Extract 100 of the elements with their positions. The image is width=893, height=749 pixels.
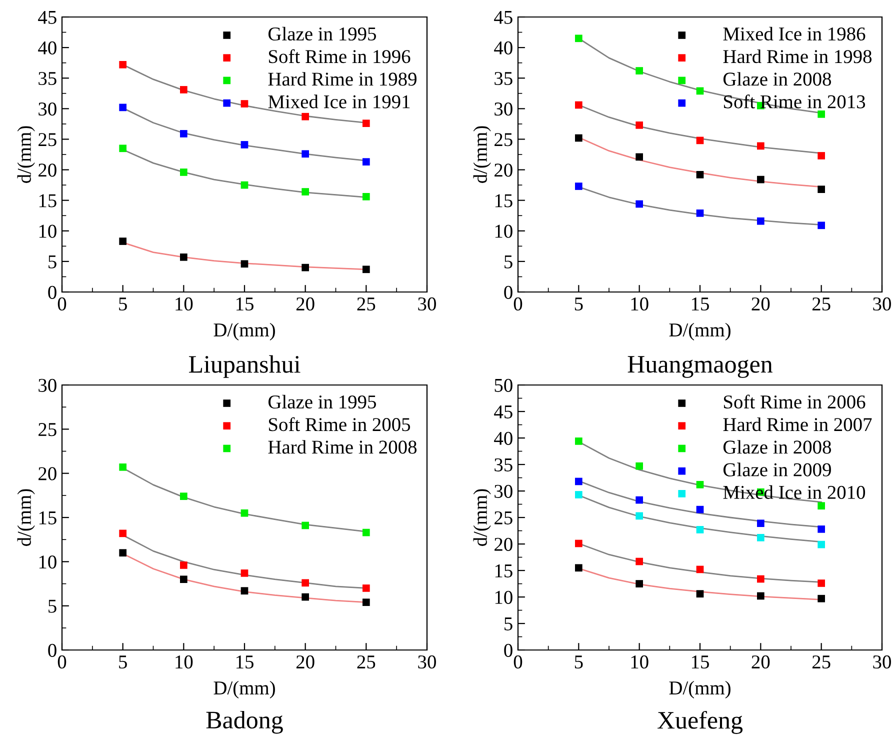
x-tick-label: 10: [631, 297, 648, 311]
x-tick-label: 0: [514, 297, 522, 311]
y-tick-label: 15: [495, 194, 512, 208]
legend-label: Glaze in 2009: [723, 462, 831, 476]
y-tick-label: 25: [494, 511, 512, 524]
legend-label: Soft Rime in 2006: [724, 394, 866, 409]
x-tick-label: 5: [119, 656, 127, 669]
point: [636, 200, 644, 208]
point: [756, 217, 764, 225]
legend-label: Glaze in 1995: [268, 26, 376, 41]
y-tick-label: 5: [504, 255, 512, 268]
point: [362, 120, 370, 128]
x-tick-label: 10: [176, 297, 193, 311]
x-tick-label: 0: [58, 297, 66, 311]
x-tick-label: 30: [873, 655, 891, 669]
point: [636, 67, 644, 74]
point: [818, 152, 826, 160]
point: [818, 594, 826, 602]
y-tick-label: 0: [504, 286, 512, 299]
legend-label: Mixed Ice in 1991: [268, 94, 410, 108]
x-axis-title: D/(mm): [669, 680, 730, 698]
point: [362, 598, 370, 606]
point: [362, 266, 370, 274]
point: [240, 141, 248, 148]
y-tick-label: 5: [504, 618, 512, 630]
point: [302, 150, 310, 158]
x-axis-title: D/(mm): [214, 680, 275, 698]
point: [574, 540, 582, 548]
x-tick-label: 0: [514, 655, 522, 669]
y-tick-label: 5: [48, 255, 56, 268]
y-tick-label: 10: [39, 555, 56, 569]
point: [574, 101, 582, 109]
x-axis-title: D/(mm): [214, 322, 275, 340]
y-tick-label: 45: [38, 10, 56, 24]
y-axis-title: d/(mm): [17, 489, 35, 546]
point: [636, 580, 644, 588]
point: [302, 579, 310, 587]
point: [818, 580, 826, 587]
point: [818, 110, 826, 118]
point: [240, 569, 248, 577]
y-tick-label: 30: [494, 102, 512, 116]
point: [818, 222, 826, 230]
y-tick-label: 10: [495, 224, 512, 238]
legend-label: Mixed Ice in 1986: [723, 26, 866, 41]
y-tick-label: 10: [39, 224, 56, 238]
legend-label: Hard Rime in 1989: [268, 72, 416, 86]
y-tick-label: 35: [38, 72, 56, 86]
point: [180, 86, 188, 94]
x-axis-title: D/(mm): [669, 322, 730, 340]
point: [818, 186, 826, 194]
y-tick-label: 30: [38, 378, 56, 392]
point: [240, 181, 248, 189]
x-tick-label: 25: [812, 297, 830, 311]
point: [696, 566, 704, 574]
point: [119, 238, 127, 245]
y-tick-label: 0: [504, 644, 512, 657]
text: Liupanshui: [188, 355, 300, 378]
point: [756, 142, 764, 150]
y-tick-label: 0: [48, 644, 56, 657]
x-tick-label: 30: [418, 655, 436, 669]
text: Huangmaogen: [628, 356, 773, 378]
point: [636, 462, 644, 470]
point: [636, 153, 644, 161]
text: Xuefeng: [658, 710, 743, 734]
x-tick-label: 25: [357, 655, 376, 669]
point: [696, 590, 704, 598]
y-tick-label: 5: [48, 600, 56, 613]
x-tick-label: 10: [176, 655, 193, 669]
x-tick-label: 15: [236, 656, 254, 669]
x-tick-label: 10: [631, 655, 648, 669]
point: [756, 520, 764, 528]
legend-label: Hard Rime in 2008: [268, 440, 417, 454]
point: [756, 592, 764, 600]
point: [696, 209, 704, 217]
point: [696, 480, 704, 488]
x-tick-label: 0: [58, 655, 66, 669]
point: [302, 593, 310, 601]
x-tick-label: 5: [574, 656, 583, 669]
point: [756, 534, 764, 542]
x-tick-label: 15: [692, 656, 709, 669]
point: [180, 130, 188, 138]
point: [574, 34, 582, 42]
point: [696, 170, 704, 178]
y-tick-label: 10: [495, 590, 512, 604]
point: [636, 558, 644, 566]
point: [636, 496, 644, 504]
point: [119, 463, 127, 471]
point: [119, 104, 127, 112]
point: [240, 100, 248, 108]
point: [119, 549, 127, 557]
point: [574, 134, 582, 142]
y-axis-title: d/(mm): [473, 489, 491, 546]
point: [636, 121, 644, 129]
legend-label: Soft Rime in 1996: [268, 49, 410, 64]
y-tick-label: 25: [38, 423, 56, 436]
y-tick-label: 45: [494, 405, 512, 418]
y-tick-label: 20: [494, 164, 512, 177]
point: [362, 528, 370, 536]
point: [240, 509, 248, 517]
x-tick-label: 20: [296, 297, 314, 311]
